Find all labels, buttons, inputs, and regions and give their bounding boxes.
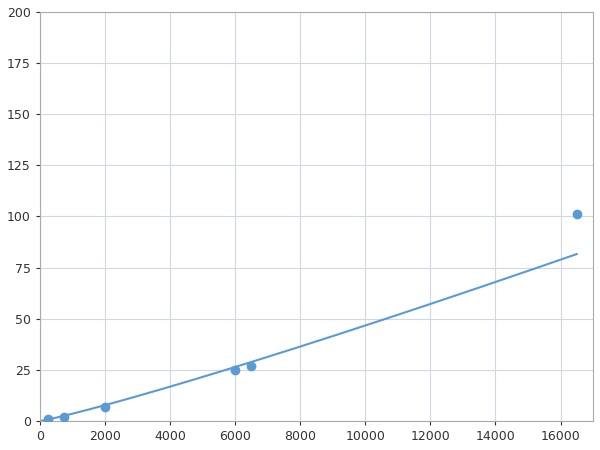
Point (247, 362, 256, 369)
Point (100, 403, 110, 410)
Point (43, 415, 53, 423)
Point (572, 211, 581, 218)
Point (59, 414, 69, 421)
Point (230, 366, 240, 373)
